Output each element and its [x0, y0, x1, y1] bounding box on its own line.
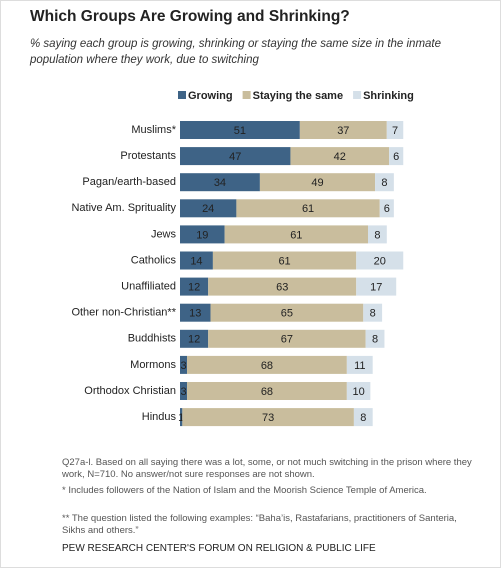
value-label: 3	[180, 386, 186, 398]
category-label: Catholics	[131, 254, 177, 266]
bar-segment	[180, 147, 291, 166]
value-label: 73	[262, 412, 274, 424]
bar-segment	[180, 251, 213, 270]
value-label: 37	[337, 125, 349, 137]
bar-segment	[180, 303, 211, 322]
value-label: 61	[290, 229, 302, 241]
value-label: 67	[281, 334, 293, 346]
bar-segment	[353, 408, 373, 427]
value-label: 8	[360, 412, 366, 424]
legend-swatch	[178, 91, 186, 99]
value-label: 34	[214, 177, 226, 189]
bar-segment	[356, 251, 404, 270]
bar-segment	[386, 121, 404, 139]
value-label: 63	[276, 282, 288, 294]
bar-segment	[389, 147, 404, 166]
value-label: 14	[190, 255, 202, 267]
bar-segment	[236, 199, 380, 218]
legend-label: Staying the same	[253, 90, 343, 102]
bar-segment	[180, 277, 209, 296]
value-label: 68	[261, 386, 273, 398]
value-label: 49	[311, 177, 323, 189]
value-label: 6	[384, 203, 390, 215]
bar-segment	[180, 173, 260, 192]
bar-segment	[356, 277, 397, 296]
value-label: 51	[234, 125, 246, 137]
bar-segment	[259, 173, 376, 192]
bar-segment	[363, 303, 383, 322]
category-label: Jews	[151, 228, 177, 240]
category-label: Other non-Christian**	[71, 307, 176, 319]
category-label: Orthodox Christian	[84, 385, 176, 397]
value-label: 42	[334, 151, 346, 163]
bar-segment	[210, 303, 364, 322]
category-label: Pagan/earth-based	[82, 176, 176, 188]
category-label: Protestants	[120, 150, 176, 162]
bar-segment	[180, 199, 237, 218]
value-label: 17	[370, 282, 382, 294]
value-label: 65	[281, 308, 293, 320]
bar-segment	[379, 199, 394, 218]
value-label: 8	[374, 229, 380, 241]
legend-swatch	[353, 91, 362, 99]
legend-label: Shrinking	[363, 90, 414, 102]
note: * Includes followers of the Nation of Is…	[62, 485, 427, 496]
value-label: 7	[392, 125, 398, 137]
value-label: 19	[196, 229, 208, 241]
note: Q27a-l. Based on all saying there was a …	[62, 457, 472, 480]
value-label: 8	[381, 177, 387, 189]
value-label: 8	[372, 334, 378, 346]
value-label: 47	[229, 151, 241, 163]
category-label: Native Am. Sprituality	[71, 202, 176, 214]
bar-segment	[180, 408, 183, 427]
bar-segment	[208, 277, 357, 296]
note: ** The question listed the following exa…	[62, 513, 457, 536]
value-label: 61	[278, 255, 290, 267]
category-label: Buddhists	[128, 333, 177, 345]
legend-swatch	[242, 91, 251, 99]
bar-segment	[346, 355, 373, 374]
bar-segment	[180, 329, 209, 348]
value-label: 12	[188, 334, 200, 346]
bar-segment	[224, 225, 368, 244]
value-label: 61	[302, 203, 314, 215]
category-label: Muslims*	[131, 124, 176, 136]
subtitle: % saying each group is growing, shrinkin…	[30, 38, 442, 66]
bar-segment	[180, 355, 188, 374]
bar-segment	[368, 225, 387, 244]
value-label: 13	[189, 308, 201, 320]
category-label: Mormons	[130, 359, 176, 371]
bar-segment	[180, 382, 188, 400]
bar-segment	[180, 225, 225, 244]
value-label: 6	[393, 151, 399, 163]
bar-segment	[187, 382, 347, 400]
bar-segment	[290, 147, 390, 166]
bar-segment	[180, 121, 300, 139]
value-label: 24	[202, 203, 214, 215]
value-label: 10	[352, 386, 364, 398]
value-label: 68	[261, 360, 273, 372]
value-label: 3	[180, 360, 186, 372]
value-label: 8	[370, 308, 376, 320]
value-label: 11	[354, 360, 365, 372]
bar-segment	[346, 382, 371, 400]
bar-segment	[182, 408, 354, 427]
bar-segment	[212, 251, 357, 270]
bar-segment	[365, 329, 385, 348]
category-label: Unaffiliated	[121, 281, 176, 293]
bar-segment	[187, 355, 347, 374]
value-label: 20	[374, 255, 386, 267]
bar-segment	[299, 121, 387, 139]
source: PEW RESEARCH CENTER'S FORUM ON RELIGION …	[62, 543, 376, 554]
category-label: Hindus	[142, 411, 177, 423]
value-label: 12	[188, 282, 200, 294]
bar-segment	[208, 329, 366, 348]
bar-segment	[375, 173, 394, 192]
value-label: 1	[178, 412, 184, 424]
chart-title: Which Groups Are Growing and Shrinking?	[30, 8, 350, 25]
legend-label: Growing	[188, 90, 233, 102]
